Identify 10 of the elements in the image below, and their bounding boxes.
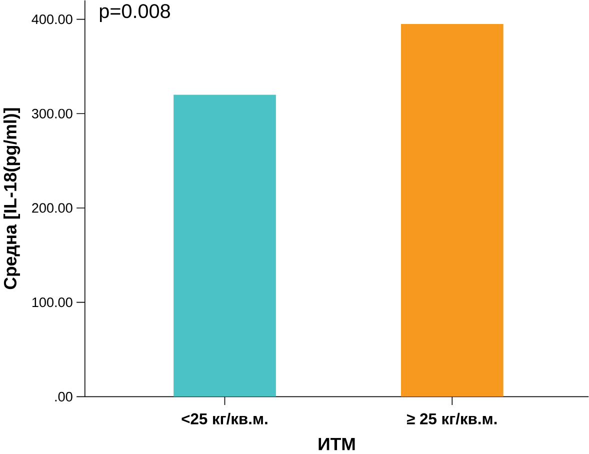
y-tick-label: 300.00: [32, 109, 72, 119]
y-tick-label: .00: [55, 392, 72, 402]
y-tick-label: 100.00: [32, 298, 72, 308]
x-tick-label: <25 кг/кв.м.: [182, 413, 268, 425]
y-tick-label: 400.00: [32, 14, 72, 24]
y-tick-label: 200.00: [32, 203, 72, 213]
x-tick-label: ≥ 25 кг/кв.м.: [406, 413, 497, 425]
annotation: p=0.008: [100, 4, 170, 22]
y-axis-title: Средна [IL-18(pg/ml)]: [3, 108, 20, 290]
x-axis-title: ИТМ: [318, 438, 355, 450]
